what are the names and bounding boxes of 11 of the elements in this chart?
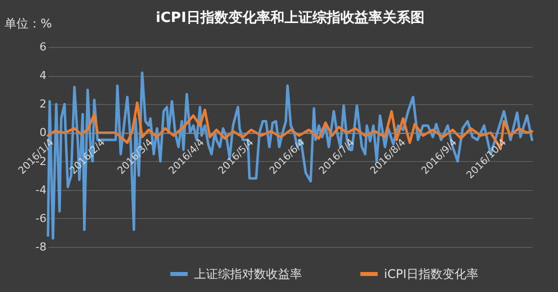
legend-label: 上证综指对数收益率 [194, 267, 302, 281]
chart-title: iCPI日指数变化率和上证综指收益率关系图 [156, 9, 424, 26]
y-tick-label: 0 [40, 126, 46, 140]
y-tick-label: 4 [40, 69, 46, 82]
y-tick-label: 6 [40, 40, 46, 54]
y-tick-label: -4 [36, 183, 46, 196]
y-tick-label: -6 [36, 212, 46, 225]
y-tick-label: -8 [36, 240, 46, 254]
y-axis-title: 单位：% [4, 16, 52, 30]
y-tick-label: 2 [40, 98, 46, 111]
legend-label: iCPI日指数变化率 [384, 267, 478, 281]
